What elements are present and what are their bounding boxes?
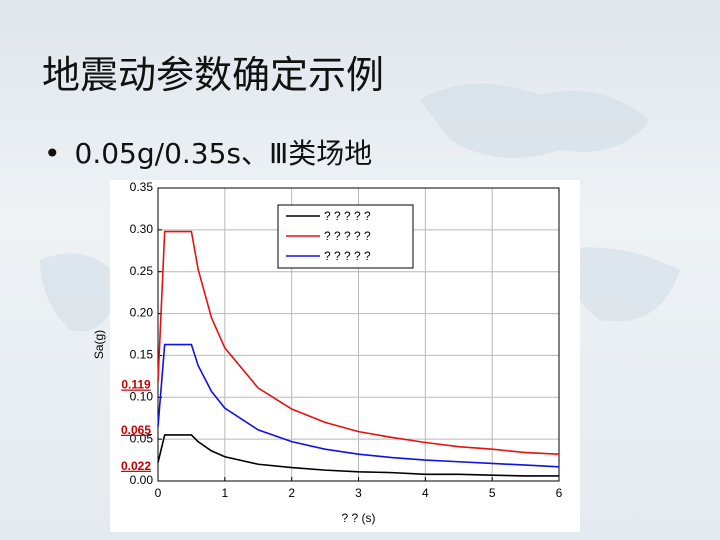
y-tick-label: 0.35 [130, 180, 154, 194]
y-tick-label: 0.25 [130, 264, 154, 278]
y-axis-label: Sa(g) [92, 330, 106, 359]
annotation: 0.119 [121, 378, 151, 392]
annotation: 0.065 [121, 423, 151, 437]
annotation: 0.022 [121, 459, 151, 473]
series-line [157, 230, 560, 456]
x-tick-label: 4 [422, 486, 429, 500]
series-line [157, 343, 560, 468]
y-tick-label: 0.30 [130, 222, 154, 236]
legend-label: ? ? ? ? ? [324, 229, 371, 243]
x-tick-label: 2 [288, 486, 295, 500]
legend-label: ? ? ? ? ? [324, 209, 371, 223]
x-axis-label: ? ? (s) [341, 511, 375, 525]
x-tick-label: 6 [556, 486, 563, 500]
plot-border [157, 187, 560, 482]
x-tick-label: 3 [355, 486, 362, 500]
series-line [157, 434, 559, 477]
y-tick-label: 0.20 [130, 306, 154, 320]
bullet: • 0.05g/0.35s、Ⅲ类场地 [44, 137, 373, 170]
y-tick-label: 0.15 [130, 348, 154, 362]
y-tick-label: 0.10 [130, 389, 154, 403]
slide-title: 地震动参数确定示例 [42, 53, 385, 97]
bullet-text: 0.05g/0.35s、Ⅲ类场地 [74, 137, 373, 170]
y-tick-label: 0.05 [130, 431, 154, 445]
y-tick-label: 0.00 [130, 473, 154, 487]
x-tick-label: 1 [221, 486, 228, 500]
x-tick-label: 5 [489, 486, 496, 500]
legend-label: ? ? ? ? ? [324, 249, 371, 263]
x-tick-label: 0 [155, 486, 162, 500]
